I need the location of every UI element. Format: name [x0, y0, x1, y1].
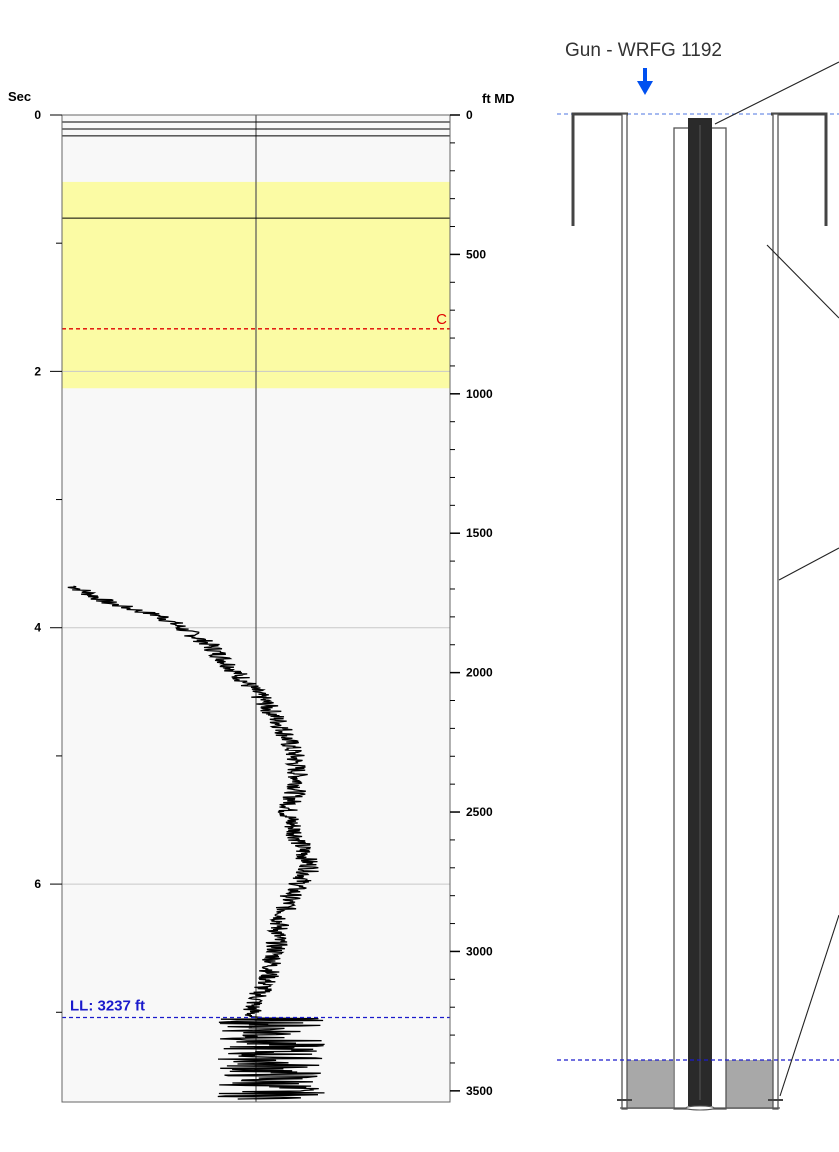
fluid-column-left [625, 1060, 673, 1109]
conductor-right [771, 112, 828, 226]
marker-label-ll: LL: 3237 ft [70, 998, 145, 1015]
left-tick-label: 6 [34, 877, 41, 891]
left-axis: 0 2 4 6 [34, 108, 62, 1013]
right-tick-label: 1500 [466, 526, 493, 540]
marker-label-c: C [436, 311, 447, 328]
wellbore-diagram: Gun - WRFG 1192 [557, 40, 839, 1111]
right-axis-title: ft MD [482, 91, 515, 106]
right-tick-label: 3000 [466, 944, 493, 958]
right-tick-label: 0 [466, 108, 473, 122]
tubing-end [685, 1105, 715, 1111]
plot-frame [61, 114, 451, 1103]
left-tick-label: 4 [34, 621, 41, 635]
right-tick-label: 1000 [466, 387, 493, 401]
gun-label: Gun - WRFG 1192 [565, 40, 722, 61]
conductor-left [571, 112, 628, 226]
left-tick-label: 0 [34, 108, 41, 122]
down-arrow-icon [637, 68, 653, 95]
log-chart: C LL: 3237 ft Sec ft MD 0 2 4 6 0 500 1000 150… [8, 89, 515, 1103]
callout-leaders [714, 61, 839, 1097]
right-tick-label: 500 [466, 247, 486, 261]
casing-right [772, 113, 779, 1110]
left-tick-label: 2 [34, 364, 41, 378]
right-tick-label: 2000 [466, 666, 493, 680]
left-axis-title: Sec [8, 89, 31, 104]
fluid-column-right [726, 1060, 776, 1109]
right-tick-label: 2500 [466, 805, 493, 819]
log-trace [67, 585, 325, 1100]
casing-left [621, 113, 628, 1110]
right-axis: 0 500 1000 1500 2000 2500 3000 3500 [450, 108, 493, 1098]
right-tick-label: 3500 [466, 1084, 493, 1098]
